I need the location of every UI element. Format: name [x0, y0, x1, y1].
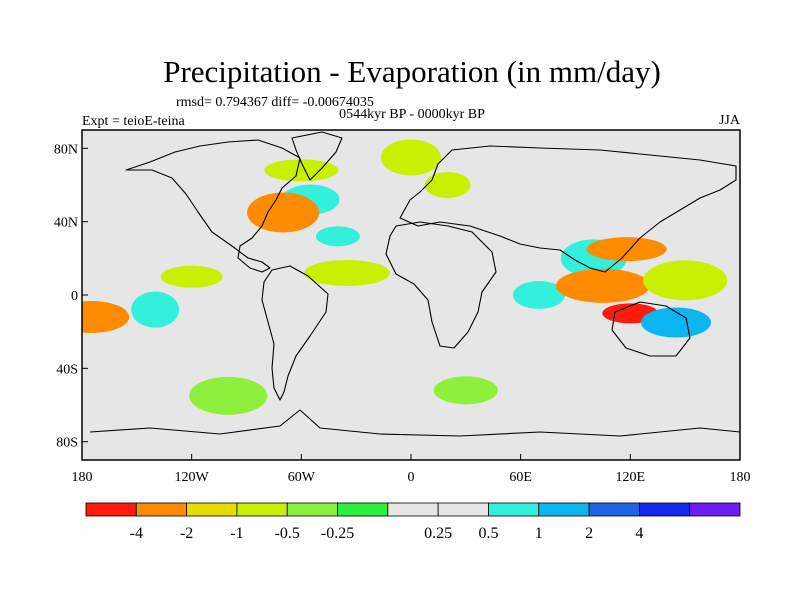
- colorbar-swatch: [588, 502, 640, 517]
- coastline-south-america: [261, 265, 329, 401]
- colorbar-swatch: [337, 502, 389, 517]
- colorbar-swatch: [689, 502, 741, 517]
- lon-tick-label: 180: [730, 470, 751, 485]
- anomaly-region-2: [247, 192, 320, 233]
- map-panel: [82, 130, 740, 460]
- colorbar-label: 2: [585, 525, 593, 542]
- colorbar-label: -0.5: [275, 525, 300, 542]
- colorbar-label: -2: [180, 525, 193, 542]
- anomaly-region-11: [555, 268, 650, 303]
- anomaly-region-5: [160, 265, 223, 288]
- lon-tick-label: 180: [72, 470, 93, 485]
- stats-label: rmsd= 0.794367 diff= -0.00674035: [176, 95, 374, 110]
- lon-tick-label: 60E: [509, 470, 532, 485]
- anomaly-region-0: [315, 226, 360, 247]
- colorbar-swatch: [538, 502, 590, 517]
- colorbar-label: -4: [130, 525, 143, 542]
- lon-tick-label: 120E: [616, 470, 646, 485]
- colorbar: -4 -2 -1 -0.5 -0.25 0.25 0.5 1 2 4: [85, 502, 741, 542]
- lat-tick-label: 40N: [54, 216, 78, 231]
- colorbar-swatch: [135, 502, 188, 517]
- colorbar-swatch: [85, 502, 137, 517]
- colorbar-swatch: [488, 502, 540, 517]
- anomaly-region-20: [433, 376, 498, 405]
- colorbar-swatch: [437, 502, 489, 517]
- coastline-antarctica: [89, 409, 740, 437]
- anomaly-region-16: [381, 139, 441, 176]
- lon-tick-label: 0: [408, 470, 415, 485]
- anomaly-field-layer: [82, 139, 728, 415]
- coastline-africa: [385, 221, 497, 349]
- colorbar-swatch: [387, 502, 439, 517]
- colorbar-swatch: [236, 502, 288, 517]
- coastline-australia: [611, 301, 691, 357]
- lon-tick-label: 120W: [175, 470, 210, 485]
- colorbar-label: 1: [535, 525, 543, 542]
- anomaly-region-6: [82, 301, 130, 333]
- coastline-north-america: [125, 139, 301, 273]
- anomaly-region-14: [643, 260, 728, 301]
- lat-tick-label: 80N: [54, 142, 78, 157]
- coastline-eurasia: [399, 145, 737, 273]
- colorbar-label: 0.5: [478, 525, 498, 542]
- map-title: Precipitation - Evaporation (in mm/day): [163, 54, 661, 89]
- experiment-label: Expt = teioE-teina: [82, 114, 186, 129]
- coastline-greenland: [291, 131, 343, 181]
- anomaly-region-10: [586, 237, 667, 262]
- colorbar-swatch: [638, 502, 691, 517]
- latitude-axis: 80N 40N 0 40S 80S: [54, 142, 88, 451]
- colorbar-swatch: [286, 502, 338, 517]
- anomaly-region-21: [189, 376, 268, 415]
- lat-tick-label: 0: [71, 289, 78, 304]
- colorbar-label: 0.25: [424, 525, 452, 542]
- coastlines: [89, 131, 740, 437]
- colorbar-swatch: [186, 502, 238, 517]
- anomaly-region-18: [604, 165, 693, 198]
- anomaly-region-15: [424, 172, 471, 198]
- colorbar-label: 4: [635, 525, 643, 542]
- anomaly-region-17: [264, 159, 339, 182]
- lon-tick-label: 60W: [288, 470, 316, 485]
- lat-tick-label: 40S: [56, 362, 78, 377]
- anomaly-region-8: [512, 281, 565, 309]
- period-label: 0544kyr BP - 0000kyr BP: [339, 107, 485, 122]
- season-label: JJA: [719, 113, 741, 128]
- longitude-axis: 180 120W 60W 0 60E 120E 180: [72, 454, 751, 485]
- colorbar-label: -0.25: [321, 525, 354, 542]
- colorbar-label: -1: [230, 525, 243, 542]
- anomaly-region-3: [304, 260, 391, 286]
- anomaly-region-13: [641, 307, 712, 338]
- anomaly-region-4: [131, 291, 180, 328]
- lat-tick-label: 80S: [56, 436, 78, 451]
